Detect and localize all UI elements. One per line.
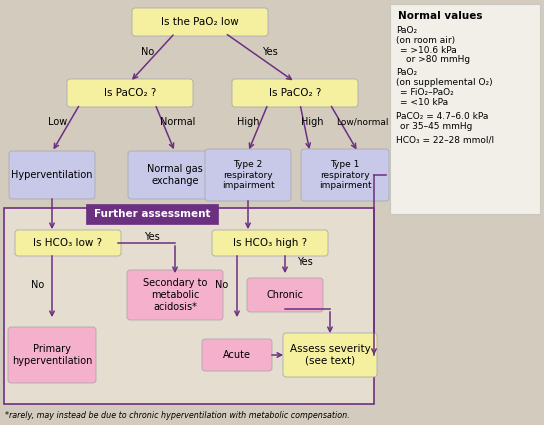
FancyBboxPatch shape	[202, 339, 272, 371]
Text: Primary
hyperventilation: Primary hyperventilation	[12, 344, 92, 366]
FancyBboxPatch shape	[15, 230, 121, 256]
Text: HCO₃ = 22–28 mmol/l: HCO₃ = 22–28 mmol/l	[396, 136, 494, 144]
Text: Type 2
respiratory
impairment: Type 2 respiratory impairment	[222, 160, 274, 190]
FancyBboxPatch shape	[283, 333, 377, 377]
Text: Acute: Acute	[223, 350, 251, 360]
Text: = FiO₂–PaO₂: = FiO₂–PaO₂	[400, 88, 454, 96]
FancyBboxPatch shape	[212, 230, 328, 256]
FancyBboxPatch shape	[67, 79, 193, 107]
Text: (on room air): (on room air)	[396, 36, 455, 45]
FancyBboxPatch shape	[301, 149, 389, 201]
Text: Is PaCO₂ ?: Is PaCO₂ ?	[269, 88, 321, 98]
Text: Normal gas
exchange: Normal gas exchange	[147, 164, 203, 186]
Text: Low/normal: Low/normal	[336, 117, 388, 127]
FancyBboxPatch shape	[390, 4, 540, 214]
Text: Is HCO₃ low ?: Is HCO₃ low ?	[33, 238, 103, 248]
Text: High: High	[301, 117, 323, 127]
Text: No: No	[141, 47, 154, 57]
Text: Secondary to
metabolic
acidosis*: Secondary to metabolic acidosis*	[143, 278, 207, 312]
FancyBboxPatch shape	[205, 149, 291, 201]
FancyBboxPatch shape	[9, 151, 95, 199]
Text: Yes: Yes	[297, 257, 313, 267]
Text: Is HCO₃ high ?: Is HCO₃ high ?	[233, 238, 307, 248]
Text: PaO₂: PaO₂	[396, 26, 417, 34]
Text: Yes: Yes	[144, 232, 160, 242]
FancyBboxPatch shape	[232, 79, 358, 107]
Text: PaCO₂ = 4.7–6.0 kPa: PaCO₂ = 4.7–6.0 kPa	[396, 111, 489, 121]
FancyBboxPatch shape	[4, 208, 374, 404]
Text: Is PaCO₂ ?: Is PaCO₂ ?	[104, 88, 156, 98]
Text: Low: Low	[48, 117, 67, 127]
Text: Normal values: Normal values	[398, 11, 483, 21]
Text: Hyperventilation: Hyperventilation	[11, 170, 92, 180]
Text: = <10 kPa: = <10 kPa	[400, 97, 448, 107]
Text: or 35–45 mmHg: or 35–45 mmHg	[400, 122, 472, 130]
Text: Further assessment: Further assessment	[94, 209, 210, 219]
FancyBboxPatch shape	[247, 278, 323, 312]
Text: Type 1
respiratory
impairment: Type 1 respiratory impairment	[319, 160, 372, 190]
Text: Yes: Yes	[262, 47, 278, 57]
Text: *rarely, may instead be due to chronic hyperventilation with metabolic compensat: *rarely, may instead be due to chronic h…	[5, 411, 350, 419]
Text: No: No	[32, 280, 45, 290]
Text: No: No	[215, 280, 228, 290]
FancyBboxPatch shape	[132, 8, 268, 36]
Text: Chronic: Chronic	[267, 290, 304, 300]
Text: Is the PaO₂ low: Is the PaO₂ low	[161, 17, 239, 27]
FancyBboxPatch shape	[128, 151, 222, 199]
FancyBboxPatch shape	[86, 204, 218, 224]
Text: (on supplemental O₂): (on supplemental O₂)	[396, 77, 493, 87]
FancyBboxPatch shape	[127, 270, 223, 320]
Text: = >10.6 kPa: = >10.6 kPa	[400, 45, 457, 54]
Text: High: High	[237, 117, 259, 127]
Text: PaO₂: PaO₂	[396, 68, 417, 76]
Text: or >80 mmHg: or >80 mmHg	[406, 54, 470, 63]
FancyBboxPatch shape	[8, 327, 96, 383]
Text: Normal: Normal	[160, 117, 196, 127]
Text: Assess severity
(see text): Assess severity (see text)	[289, 344, 370, 366]
